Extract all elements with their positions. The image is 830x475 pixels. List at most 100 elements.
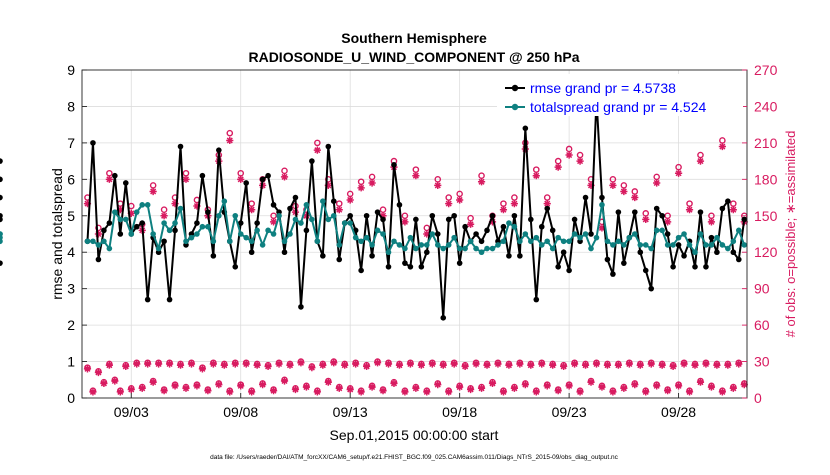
left-tick-label-6: 6	[67, 171, 75, 187]
totalspread-point-40	[303, 202, 310, 208]
obs-assimilated-high-1	[94, 230, 103, 238]
rmse-point-63	[429, 212, 436, 219]
left-tick-label-5: 5	[67, 208, 75, 224]
obs-assimilated-high-49	[620, 187, 628, 196]
obs-assimilated-low-20	[193, 382, 201, 390]
obs-assimilated-low-69	[461, 362, 469, 371]
obs-assimilated-high-6	[149, 187, 157, 196]
totalspread-point-42	[314, 238, 321, 245]
obs-assimilated-high-53	[664, 218, 672, 226]
rmse-point-43	[320, 253, 326, 259]
obs-assimilated-high-3	[116, 206, 124, 214]
totalspread-point-64	[434, 242, 441, 248]
obs-assimilated-low-46	[335, 384, 343, 392]
totalspread-point-15	[166, 227, 173, 234]
obs-assimilated-low-51	[363, 362, 371, 371]
totalspread-point-72	[478, 249, 485, 256]
totalspread-point-60	[413, 245, 419, 252]
totalspread-point-77	[506, 220, 512, 226]
obs-assimilated-low-12	[149, 378, 157, 386]
right-tick-label-3: 90	[754, 281, 770, 297]
obs-assimilated-low-73	[483, 361, 491, 369]
footer-data-file: data file: /Users/raeder/DAI/ATM_forcXX/…	[210, 454, 619, 461]
totalspread-point-9	[133, 209, 140, 215]
obs-assimilated-low-10	[138, 384, 146, 392]
left-tick-label-2: 2	[67, 317, 75, 333]
obs-assimilated-high-13	[226, 136, 234, 145]
totalspread-point-118	[730, 238, 737, 245]
totalspread-point-113	[703, 242, 709, 248]
obs-assimilated-low-108	[674, 382, 683, 390]
obs-assimilated-high-30	[412, 172, 420, 180]
obs-assimilated-low-83	[538, 360, 546, 368]
rmse-point-125	[0, 260, 3, 266]
left-tick-label-3: 3	[67, 281, 75, 297]
totalspread-point-63	[429, 231, 436, 237]
rmse-point-97	[615, 209, 622, 215]
obs-assimilated-low-105	[658, 361, 666, 369]
rmse-point-72	[478, 238, 485, 245]
obs-assimilated-low-34	[269, 387, 278, 395]
totalspread-point-22	[205, 223, 211, 230]
rmse-point-10	[139, 220, 146, 226]
totalspread-point-115	[714, 234, 720, 241]
obs-assimilated-low-65	[439, 361, 447, 369]
obs-assimilated-low-114	[707, 383, 716, 391]
x-tick-label-1: 09/08	[223, 404, 258, 420]
x-tick-label-2: 09/13	[333, 404, 368, 420]
obs-assimilated-high-42	[543, 200, 551, 208]
obs-assimilated-low-98	[620, 384, 628, 392]
obs-assimilated-low-3	[100, 379, 108, 388]
right-tick-label-1: 30	[754, 354, 770, 370]
rmse-point-14	[161, 238, 167, 245]
rmse-point-7	[122, 180, 129, 186]
obs-assimilated-low-13	[155, 360, 163, 368]
obs-assimilated-low-0	[83, 365, 92, 373]
obs-assimilated-high-32	[434, 181, 442, 190]
totalspread-point-111	[692, 249, 698, 256]
obs-assimilated-high-39	[510, 200, 518, 208]
totalspread-point-97	[615, 238, 622, 245]
totalspread-point-4	[106, 245, 113, 252]
totalspread-point-32	[259, 242, 266, 248]
right-tick-label-0: 0	[754, 390, 762, 406]
rmse-point-64	[434, 231, 441, 237]
legend-box	[497, 74, 743, 116]
obs-assimilated-high-33	[445, 200, 453, 208]
totalspread-point-101	[637, 242, 644, 248]
totalspread-point-27	[232, 212, 239, 219]
obs-assimilated-high-20	[302, 212, 311, 220]
obs-assimilated-low-92	[587, 378, 595, 386]
obs-assimilated-high-26	[368, 179, 376, 187]
right-tick-label-7: 210	[754, 135, 778, 151]
obs-assimilated-high-25	[357, 184, 365, 192]
rmse-point-2	[95, 256, 102, 263]
rmse-point-48	[347, 212, 353, 219]
rmse-point-38	[292, 194, 299, 201]
totalspread-point-26	[226, 238, 233, 245]
rmse-point-71	[473, 231, 479, 237]
rmse-point-22	[205, 209, 211, 215]
totalspread-point-73	[484, 245, 490, 252]
totalspread-point-16	[172, 220, 178, 226]
totalspread-point-87	[560, 238, 567, 245]
totalspread-point-1	[90, 238, 96, 245]
rmse-point-61	[418, 264, 425, 270]
obs-assimilated-high-56	[696, 157, 705, 165]
totalspread-point-24	[216, 212, 222, 219]
rmse-point-9	[133, 223, 140, 230]
totalspread-point-5	[112, 209, 118, 215]
rmse-point-62	[424, 249, 430, 256]
obs-assimilated-low-117	[724, 361, 732, 369]
obs-assimilated-low-7	[122, 362, 130, 371]
rmse-point-79	[517, 253, 523, 259]
totalspread-point-37	[287, 231, 293, 237]
obs-assimilated-low-29	[242, 360, 250, 368]
totalspread-point-107	[670, 242, 676, 248]
totalspread-point-13	[155, 245, 162, 252]
obs-assimilated-low-107	[669, 362, 677, 371]
obs-assimilated-high-57	[707, 218, 716, 226]
obs-assimilated-low-16	[171, 382, 179, 390]
obs-assimilated-low-93	[592, 360, 601, 368]
